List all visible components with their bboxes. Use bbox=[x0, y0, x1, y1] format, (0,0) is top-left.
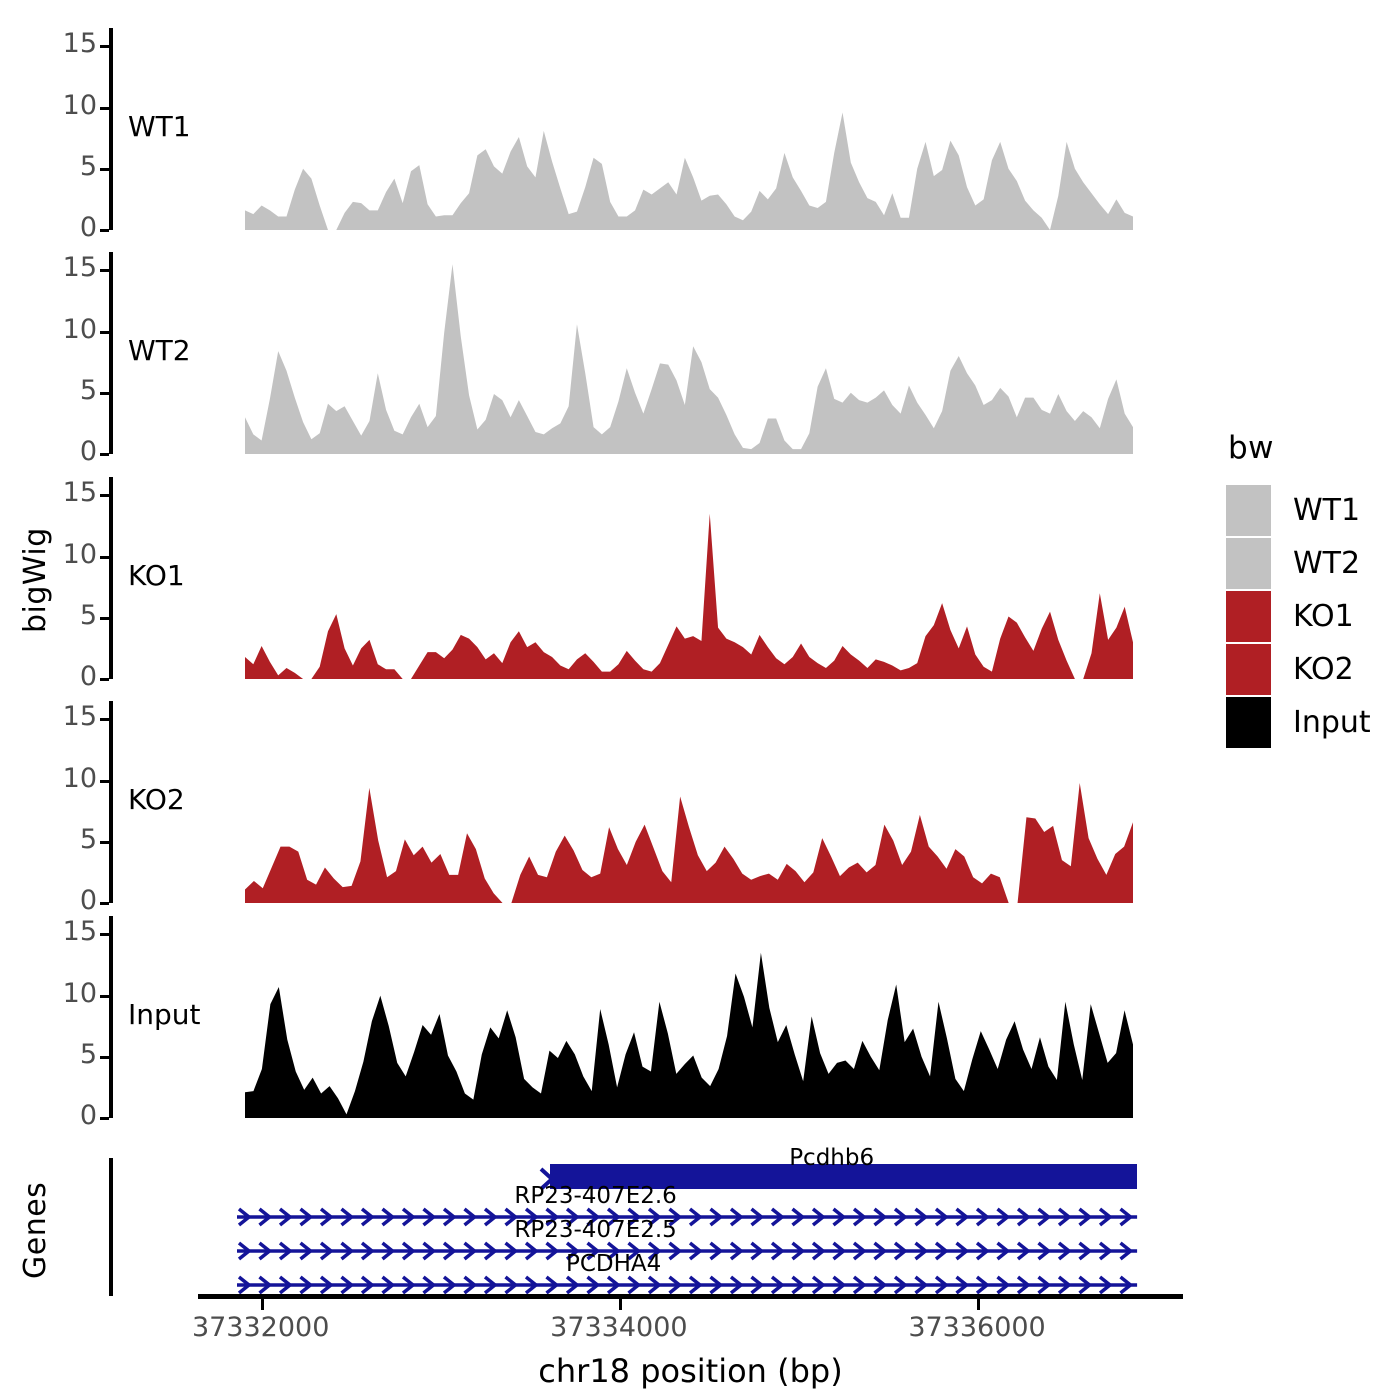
y-axis-line bbox=[109, 477, 113, 679]
y-axis-tick bbox=[100, 391, 109, 395]
y-axis-tick-label: 5 bbox=[79, 1038, 97, 1070]
x-axis-tick-label: 37336000 bbox=[908, 1312, 1046, 1343]
y-axis-tick bbox=[100, 718, 109, 722]
track-label-wt1: WT1 bbox=[128, 110, 191, 143]
legend-item-wt1[interactable]: WT1 bbox=[1226, 484, 1371, 537]
track-label-ko2: KO2 bbox=[128, 783, 185, 816]
y-axis-tick bbox=[100, 229, 109, 232]
y-axis-tick bbox=[100, 1117, 109, 1120]
y-axis-tick-label: 10 bbox=[62, 538, 97, 570]
legend-items: WT1 WT2 KO1 KO2 Input bbox=[1226, 484, 1371, 749]
legend-item-ko2[interactable]: KO2 bbox=[1226, 643, 1371, 696]
gene-label: RP23-407E2.5 bbox=[514, 1217, 677, 1243]
y-axis-tick-label: 5 bbox=[79, 150, 97, 182]
legend-swatch-ko2 bbox=[1226, 644, 1271, 695]
y-axis-tick-label: 10 bbox=[62, 977, 97, 1009]
legend-swatch-wt1 bbox=[1226, 485, 1271, 536]
y-axis-tick-label: 0 bbox=[79, 885, 97, 916]
y-axis-tick-label: 15 bbox=[62, 701, 97, 733]
legend-label: KO1 bbox=[1293, 599, 1354, 634]
x-axis-tick bbox=[260, 1299, 264, 1310]
y-axis-tick-label: 15 bbox=[62, 916, 97, 948]
y-axis-tick-label: 0 bbox=[79, 212, 97, 243]
y-axis-tick bbox=[100, 453, 109, 456]
facet-panel-ko2: 15 10 5 0 bbox=[63, 701, 113, 916]
y-axis-tick bbox=[100, 45, 109, 49]
coverage-area-ko2 bbox=[245, 783, 1133, 903]
coverage-area-input bbox=[245, 952, 1133, 1118]
y-axis-tick bbox=[100, 269, 109, 273]
y-axis-tick bbox=[100, 840, 109, 844]
gene-label: Pcdhb6 bbox=[789, 1145, 875, 1171]
y-axis-tick bbox=[100, 1055, 109, 1059]
gene-transcript-line[interactable] bbox=[237, 1236, 1144, 1266]
y-axis-line bbox=[109, 701, 113, 903]
genes-axis-line bbox=[109, 1158, 113, 1296]
y-axis-tick-label: 15 bbox=[62, 252, 97, 284]
gene-transcript-line[interactable] bbox=[237, 1270, 1144, 1300]
x-axis-line bbox=[198, 1294, 1183, 1299]
coverage-area-wt1 bbox=[245, 112, 1133, 230]
y-axis-tick-label: 5 bbox=[79, 823, 97, 855]
legend-swatch-wt2 bbox=[1226, 538, 1271, 589]
genes-track-panel: Pcdhb6 RP23-407E2.6 RP23-407E2.5 PCDHA4 bbox=[109, 1145, 1199, 1300]
track-label-ko1: KO1 bbox=[128, 559, 185, 592]
x-axis-title: chr18 position (bp) bbox=[538, 1352, 843, 1390]
facet-panel-input: 15 10 5 0 bbox=[63, 916, 113, 1131]
x-axis-tick bbox=[977, 1299, 981, 1310]
x-axis-tick-label: 37334000 bbox=[550, 1312, 688, 1343]
facet-panel-wt1: 15 10 5 0 bbox=[63, 28, 113, 243]
y-axis-tick bbox=[100, 902, 109, 905]
gene-label: PCDHA4 bbox=[565, 1251, 662, 1277]
x-axis-tick bbox=[618, 1299, 622, 1310]
y-axis-tick bbox=[100, 494, 109, 498]
facet-panel-wt2: 15 10 5 0 bbox=[63, 252, 113, 467]
legend-label: KO2 bbox=[1293, 652, 1354, 687]
legend-item-ko1[interactable]: KO1 bbox=[1226, 590, 1371, 643]
y-axis-tick bbox=[100, 994, 109, 998]
coverage-area-wt2 bbox=[245, 264, 1133, 454]
legend-label: WT2 bbox=[1293, 546, 1361, 581]
y-axis-tick bbox=[100, 167, 109, 171]
y-axis-tick-label: 0 bbox=[79, 436, 97, 467]
legend-item-input[interactable]: Input bbox=[1226, 696, 1371, 749]
y-axis-tick bbox=[100, 330, 109, 334]
y-axis-tick-label: 0 bbox=[79, 1100, 97, 1131]
y-axis-tick-label: 5 bbox=[79, 599, 97, 631]
x-axis-tick-label: 37332000 bbox=[191, 1312, 330, 1343]
y-axis-tick-label: 15 bbox=[62, 28, 97, 60]
gene-strand-arrow-icon bbox=[539, 1167, 555, 1191]
y-axis-tick-label: 10 bbox=[62, 762, 97, 794]
y-axis-label-genes: Genes bbox=[18, 1181, 53, 1279]
gene-transcript-line[interactable] bbox=[237, 1202, 1144, 1232]
coverage-area-ko1 bbox=[245, 513, 1133, 679]
track-label-wt2: WT2 bbox=[128, 334, 191, 367]
y-axis-tick-label: 10 bbox=[62, 313, 97, 345]
y-axis-tick-label: 10 bbox=[62, 89, 97, 121]
legend-item-wt2[interactable]: WT2 bbox=[1226, 537, 1371, 590]
legend-title: bw bbox=[1228, 430, 1275, 466]
y-axis-tick-label: 0 bbox=[79, 661, 97, 692]
facet-panel-ko1: 15 10 5 0 bbox=[63, 477, 113, 692]
gene-label: RP23-407E2.6 bbox=[514, 1183, 677, 1209]
y-axis-line bbox=[109, 916, 113, 1118]
y-axis-tick bbox=[100, 555, 109, 559]
track-label-input: Input bbox=[128, 998, 201, 1031]
y-axis-tick bbox=[100, 678, 109, 681]
y-axis-line bbox=[109, 252, 113, 454]
y-axis-tick-label: 15 bbox=[62, 477, 97, 509]
y-axis-tick-label: 5 bbox=[79, 374, 97, 406]
legend-label: WT1 bbox=[1293, 493, 1361, 528]
gene-feature-bar[interactable] bbox=[549, 1164, 1138, 1189]
y-axis-tick bbox=[100, 933, 109, 937]
legend-label: Input bbox=[1293, 705, 1371, 740]
legend-swatch-input bbox=[1226, 697, 1271, 748]
y-axis-tick bbox=[100, 106, 109, 110]
y-axis-tick bbox=[100, 779, 109, 783]
y-axis-line bbox=[109, 28, 113, 230]
y-axis-tick bbox=[100, 616, 109, 620]
legend: bw WT1 WT2 KO1 KO2 Input bbox=[1226, 430, 1371, 749]
legend-swatch-ko1 bbox=[1226, 591, 1271, 642]
